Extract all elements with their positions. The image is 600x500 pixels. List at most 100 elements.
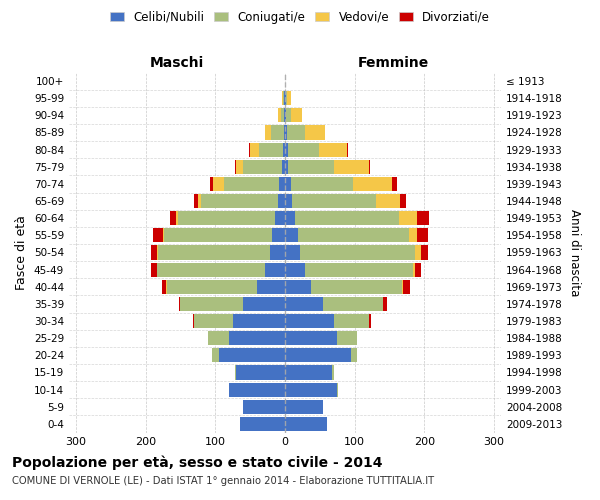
Bar <box>265 262 285 276</box>
Bar <box>418 228 428 242</box>
Bar <box>208 331 229 345</box>
Bar <box>257 280 285 294</box>
Bar <box>229 331 285 345</box>
Bar <box>337 331 357 345</box>
Bar <box>151 262 157 276</box>
Y-axis label: Anni di nascita: Anni di nascita <box>568 209 581 296</box>
Bar <box>305 262 413 276</box>
Bar <box>278 108 281 122</box>
Bar <box>285 194 292 208</box>
Bar <box>158 246 269 260</box>
Bar <box>290 177 353 191</box>
Bar <box>287 91 290 105</box>
Bar <box>334 160 368 174</box>
Bar <box>301 246 415 260</box>
Bar <box>271 126 284 140</box>
Bar <box>311 280 402 294</box>
Bar <box>167 280 257 294</box>
Bar <box>178 211 275 225</box>
Bar <box>295 211 399 225</box>
Bar <box>275 211 285 225</box>
Bar <box>285 348 351 362</box>
Bar <box>357 331 358 345</box>
Bar <box>210 177 213 191</box>
Bar <box>285 417 327 431</box>
Bar <box>233 314 285 328</box>
Legend: Celibi/Nubili, Coniugati/e, Vedovi/e, Divorziati/e: Celibi/Nubili, Coniugati/e, Vedovi/e, Di… <box>105 6 495 28</box>
Bar <box>166 280 167 294</box>
Bar <box>337 382 338 396</box>
Bar <box>163 228 164 242</box>
Bar <box>285 314 334 328</box>
Bar <box>421 246 428 260</box>
Bar <box>280 177 285 191</box>
Bar <box>212 348 219 362</box>
Bar <box>283 91 284 105</box>
Bar <box>415 262 421 276</box>
Bar <box>243 297 285 311</box>
Bar <box>399 211 416 225</box>
Y-axis label: Fasce di età: Fasce di età <box>16 215 28 290</box>
Bar <box>202 194 278 208</box>
Bar <box>224 177 280 191</box>
Bar <box>285 262 305 276</box>
Bar <box>181 297 243 311</box>
Bar <box>259 142 283 156</box>
Bar <box>213 177 224 191</box>
Bar <box>193 314 194 328</box>
Bar <box>151 246 157 260</box>
Bar <box>170 211 176 225</box>
Bar <box>403 280 410 294</box>
Bar <box>284 126 285 140</box>
Bar <box>415 246 421 260</box>
Bar <box>285 366 332 380</box>
Bar <box>376 194 400 208</box>
Bar <box>368 314 371 328</box>
Bar <box>292 194 376 208</box>
Bar <box>285 91 286 105</box>
Bar <box>286 91 287 105</box>
Bar <box>282 91 283 105</box>
Bar <box>269 246 285 260</box>
Bar <box>353 177 392 191</box>
Bar <box>250 142 259 156</box>
Bar <box>383 297 387 311</box>
Bar <box>229 382 285 396</box>
Bar <box>281 108 284 122</box>
Bar <box>298 228 409 242</box>
Bar <box>392 177 397 191</box>
Bar <box>236 160 243 174</box>
Bar <box>402 280 403 294</box>
Bar <box>285 211 295 225</box>
Bar <box>285 400 323 414</box>
Bar <box>236 366 285 380</box>
Bar <box>219 348 285 362</box>
Bar <box>284 108 285 122</box>
Text: Maschi: Maschi <box>150 56 204 70</box>
Bar <box>284 91 285 105</box>
Bar <box>334 314 368 328</box>
Bar <box>157 246 158 260</box>
Bar <box>152 228 163 242</box>
Bar <box>332 366 334 380</box>
Bar <box>409 228 418 242</box>
Bar <box>235 160 236 174</box>
Bar <box>416 211 429 225</box>
Bar <box>285 331 337 345</box>
Bar <box>157 262 265 276</box>
Bar <box>176 211 178 225</box>
Bar <box>368 160 370 174</box>
Bar <box>164 228 272 242</box>
Bar <box>285 126 287 140</box>
Bar <box>285 142 288 156</box>
Bar <box>163 280 166 294</box>
Bar <box>305 126 325 140</box>
Bar <box>278 194 285 208</box>
Bar <box>272 228 285 242</box>
Bar <box>413 262 415 276</box>
Text: Femmine: Femmine <box>358 56 428 70</box>
Bar <box>194 194 198 208</box>
Bar <box>287 126 305 140</box>
Bar <box>235 366 236 380</box>
Bar <box>285 108 286 122</box>
